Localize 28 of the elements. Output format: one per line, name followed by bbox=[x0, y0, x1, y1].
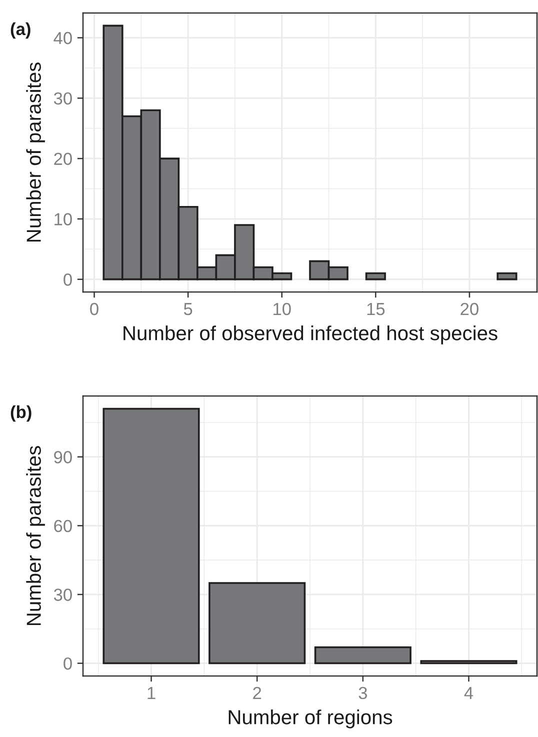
x-tick-label: 20 bbox=[460, 302, 478, 316]
x-tick-label: 15 bbox=[367, 303, 385, 316]
x-axis-title: Number of observed infected host species bbox=[124, 326, 498, 344]
y-tick-label: 10 bbox=[54, 213, 72, 226]
bar bbox=[420, 660, 518, 664]
x-tick-label: 4 bbox=[464, 687, 474, 699]
y-tick-label: 0 bbox=[64, 273, 72, 286]
y-tick-label: 20 bbox=[54, 152, 72, 165]
x-tick-label: 0 bbox=[90, 302, 98, 316]
y-tick-label: 60 bbox=[54, 520, 72, 532]
y-tick-label: 90 bbox=[54, 451, 72, 464]
x-tick-label: 10 bbox=[274, 302, 291, 316]
y-axis-title: Number of parasites bbox=[26, 446, 45, 626]
y-tick-label: 0 bbox=[64, 657, 72, 670]
bar bbox=[102, 408, 200, 664]
text: (b) bbox=[10, 405, 32, 422]
x-tick-label: 2 bbox=[253, 686, 262, 699]
y-axis-title: Number of parasites bbox=[26, 62, 45, 242]
bar bbox=[314, 646, 412, 664]
text: (a) bbox=[10, 22, 30, 39]
x-axis-title: Number of regions bbox=[228, 710, 392, 728]
bar bbox=[208, 582, 306, 664]
y-tick-label: 30 bbox=[54, 92, 72, 105]
x-tick-label: 5 bbox=[184, 303, 192, 316]
x-tick-label: 1 bbox=[148, 687, 156, 699]
y-tick-label: 40 bbox=[54, 32, 72, 44]
x-tick-label: 3 bbox=[358, 686, 367, 700]
y-tick-label: 30 bbox=[54, 588, 72, 601]
